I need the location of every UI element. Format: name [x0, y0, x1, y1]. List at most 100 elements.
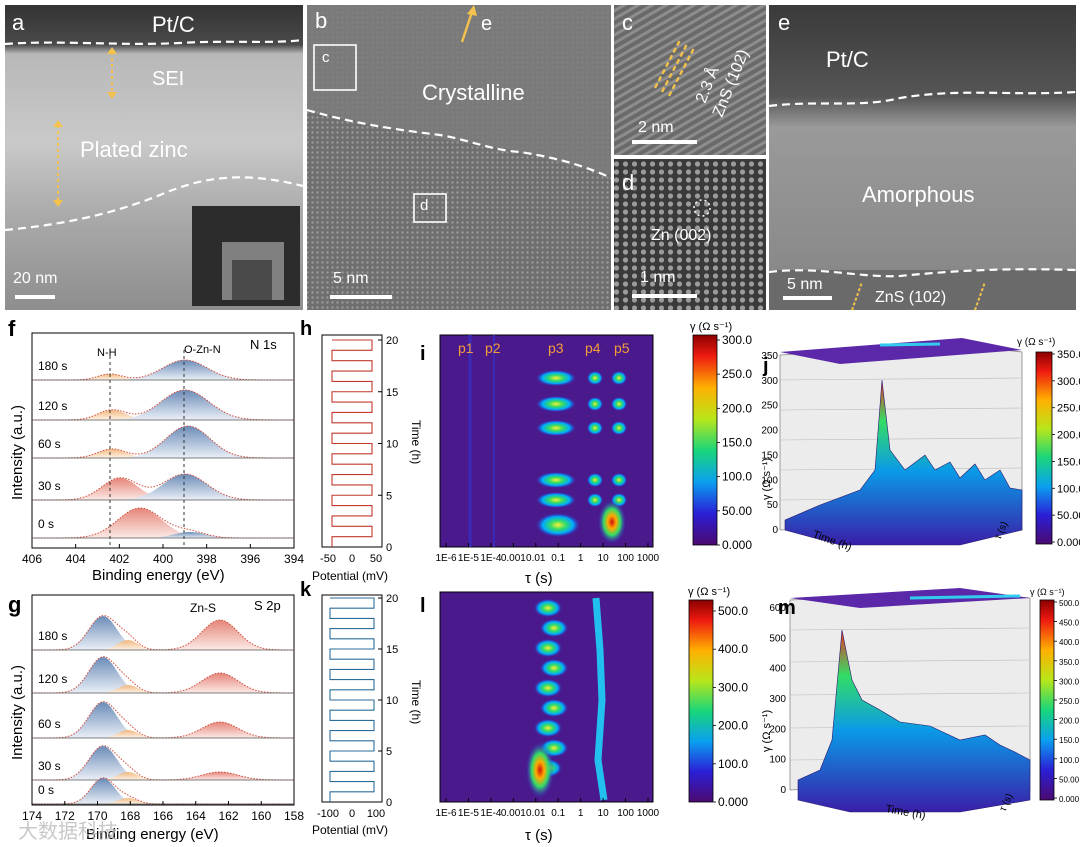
colorbar-tick-label: 400.0 [718, 642, 748, 656]
colorbar-tick-label: 450.0 [1059, 619, 1080, 628]
contour-blob [540, 659, 568, 677]
contour-blob [536, 472, 576, 488]
colorbar [1039, 599, 1055, 801]
x-tick-label: 1E-6 [435, 553, 457, 564]
panel-c-image [614, 5, 766, 155]
y-tick-label: 0 [386, 797, 392, 809]
x-tick-label: 158 [284, 809, 304, 823]
y-axis-label: Time (h) [409, 680, 423, 724]
voltage-trace [329, 597, 375, 802]
x-tick-label: 100 [367, 808, 385, 820]
panel-a-letter: a [12, 10, 25, 35]
xps-peak-fill [32, 772, 294, 780]
nh-label: N-H [97, 347, 117, 359]
time-label: 30 s [38, 759, 61, 773]
x-tick-label: 0.001 [501, 553, 526, 564]
x-tick-label: 0 [349, 553, 355, 565]
contour-blob [540, 699, 568, 717]
peak-label: p2 [485, 340, 501, 356]
xps-peak-fill [32, 390, 294, 420]
box-c-label: c [322, 49, 330, 66]
x-tick-label: 100 [617, 808, 634, 819]
colorbar-tick-label: 150.0 [722, 436, 752, 450]
xps-envelope [32, 425, 294, 459]
xps-peak-fill [32, 508, 294, 538]
surface [784, 379, 1023, 546]
z-axis-label: γ (Ω s⁻¹) [761, 710, 773, 752]
panel-l-letter: l [420, 595, 426, 617]
contour-blob [534, 639, 562, 657]
contour-blob [587, 473, 603, 487]
y-tick-label: 5 [386, 746, 392, 758]
ozn-label: O-Zn-N [184, 344, 221, 356]
time-label: 0 s [38, 783, 54, 797]
colorbar-tick-label: 300.0 [1059, 677, 1080, 686]
xps-peak-fill [32, 478, 294, 500]
contour-blob [587, 371, 603, 385]
panel-i-letter: i [420, 343, 426, 365]
x-tick-label: 0.001 [501, 808, 526, 819]
xps-peak-fill [32, 426, 294, 458]
colorbar-tick-label: 250.0 [1057, 403, 1080, 415]
region-d-box [413, 193, 447, 223]
x-axis-label: τ (s) [525, 570, 553, 587]
time-label: 30 s [38, 479, 61, 493]
xps-envelope [32, 389, 294, 421]
y-tick-label: 15 [386, 387, 398, 399]
panel-g-letter: g [8, 592, 21, 617]
colorbar-tick-label: 50.00 [1057, 510, 1080, 522]
contour-blob [536, 370, 576, 386]
x-tick-label: 100 [617, 553, 634, 564]
contour-blob [611, 397, 627, 411]
scale-label: 1 nm [640, 269, 676, 286]
xps-peak-fill [32, 616, 294, 650]
x-tick-label: 0.1 [551, 553, 565, 564]
xps-envelope [32, 701, 294, 739]
y-axis-label: Intensity (a.u.) [9, 665, 26, 760]
xps-envelope [32, 507, 294, 539]
x-tick-label: 10 [598, 808, 610, 819]
y-tick-label: 20 [386, 335, 398, 347]
xps-peak-fill [32, 673, 294, 693]
colorbar-title: γ (Ω s⁻¹) [690, 321, 732, 333]
x-tick-label: 0.01 [526, 808, 546, 819]
x-tick-label: 1 [578, 553, 584, 564]
xps-peak-fill [32, 449, 294, 458]
panel-f-letter: f [8, 316, 16, 341]
box-d-label: d [420, 197, 428, 214]
time-label: 0 s [38, 517, 54, 531]
z-tick-label: 100 [761, 475, 778, 486]
x-tick-label: 166 [153, 809, 173, 823]
colorbar-tick-label: 100.0 [722, 470, 752, 484]
xps-envelope [32, 745, 294, 781]
y-tick-label: 10 [386, 439, 398, 451]
colorbar-tick-label: 150.0 [1057, 456, 1080, 468]
projection-plane [780, 338, 1022, 364]
y-tick-label: 0 [386, 542, 392, 554]
z-tick-label: 300 [769, 694, 786, 705]
x-tick-label: 168 [120, 809, 140, 823]
contour-blob [587, 397, 603, 411]
x-tick-label: 10 [598, 553, 610, 564]
colorbar-tick-label: 0.000 [1059, 795, 1080, 804]
x-axis-label: Binding energy (eV) [92, 567, 225, 584]
colorbar-tick-label: 0.000 [722, 538, 752, 552]
contour-blob [536, 513, 580, 537]
s2p-label: S 2p [254, 598, 281, 613]
peak-label: p5 [614, 340, 630, 356]
zns-label: Zn-S [190, 601, 216, 615]
xps-peak-fill [32, 374, 294, 380]
time-label: 60 s [38, 717, 61, 731]
xps-peak-fill [32, 474, 294, 500]
surface [797, 629, 1031, 813]
contour-blob [587, 421, 603, 435]
panel-e-image [769, 5, 1076, 310]
colorbar-title: γ (Ω s⁻¹) [1017, 337, 1055, 348]
z-tick-label: 150 [761, 450, 778, 461]
z-tick-label: 50 [767, 500, 779, 511]
panel-e-tem: e Pt/C Amorphous ZnS (102) 5 nm [768, 5, 1077, 311]
colorbar-tick-label: 400.0 [1059, 638, 1080, 647]
contour-blob [611, 371, 627, 385]
